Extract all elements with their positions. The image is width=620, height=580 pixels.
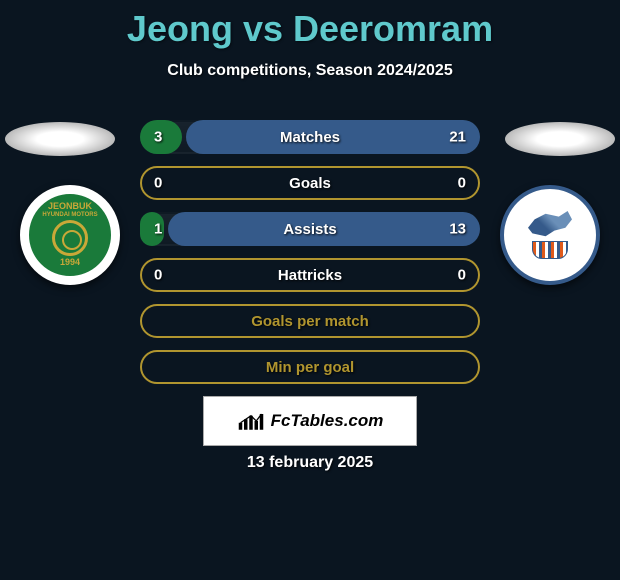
stats-table: 3 21 Matches 0 0 Goals 1 13 Assists 0 0 Hattricks Go… xyxy=(140,120,480,396)
stat-value-right: 0 xyxy=(458,175,466,192)
stat-value-left: 0 xyxy=(154,175,162,192)
crest-right-horse-icon xyxy=(528,211,572,239)
crest-left-mid-text: HYUNDAI MOTORS xyxy=(42,212,97,219)
subtitle: Club competitions, Season 2024/2025 xyxy=(0,62,620,80)
watermark-text: FcTables.com xyxy=(271,411,384,431)
stat-label: Matches xyxy=(280,129,340,146)
stat-value-right: 21 xyxy=(449,129,466,146)
stat-label: Goals xyxy=(289,175,331,192)
crest-left-top-text: JEONBUK xyxy=(48,202,92,212)
player-photo-right xyxy=(505,122,615,156)
stat-value-left: 3 xyxy=(154,129,162,146)
stat-value-left: 0 xyxy=(154,267,162,284)
player-photo-left xyxy=(5,122,115,156)
team-crest-left: JEONBUK HYUNDAI MOTORS 1994 xyxy=(20,185,120,285)
stat-row-min-per-goal: Min per goal xyxy=(140,350,480,384)
watermark-badge[interactable]: FcTables.com xyxy=(203,396,417,446)
stat-label: Goals per match xyxy=(251,313,369,330)
bars-logo-icon xyxy=(237,410,265,432)
stat-label: Min per goal xyxy=(266,359,354,376)
crest-right-stripes-icon xyxy=(532,241,568,259)
team-crest-right xyxy=(500,185,600,285)
stat-value-right: 13 xyxy=(449,221,466,238)
stat-row-matches: 3 21 Matches xyxy=(140,120,480,154)
stat-value-right: 0 xyxy=(458,267,466,284)
crest-left-year: 1994 xyxy=(60,258,80,268)
date-text: 13 february 2025 xyxy=(0,454,620,472)
stat-row-hattricks: 0 0 Hattricks xyxy=(140,258,480,292)
stat-value-left: 1 xyxy=(154,221,162,238)
page-title: Jeong vs Deeromram xyxy=(0,0,620,50)
stat-label: Hattricks xyxy=(278,267,342,284)
stat-row-goals-per-match: Goals per match xyxy=(140,304,480,338)
stat-row-goals: 0 0 Goals xyxy=(140,166,480,200)
stat-label: Assists xyxy=(283,221,336,238)
stat-row-assists: 1 13 Assists xyxy=(140,212,480,246)
crest-left-swirl-icon xyxy=(52,220,88,256)
